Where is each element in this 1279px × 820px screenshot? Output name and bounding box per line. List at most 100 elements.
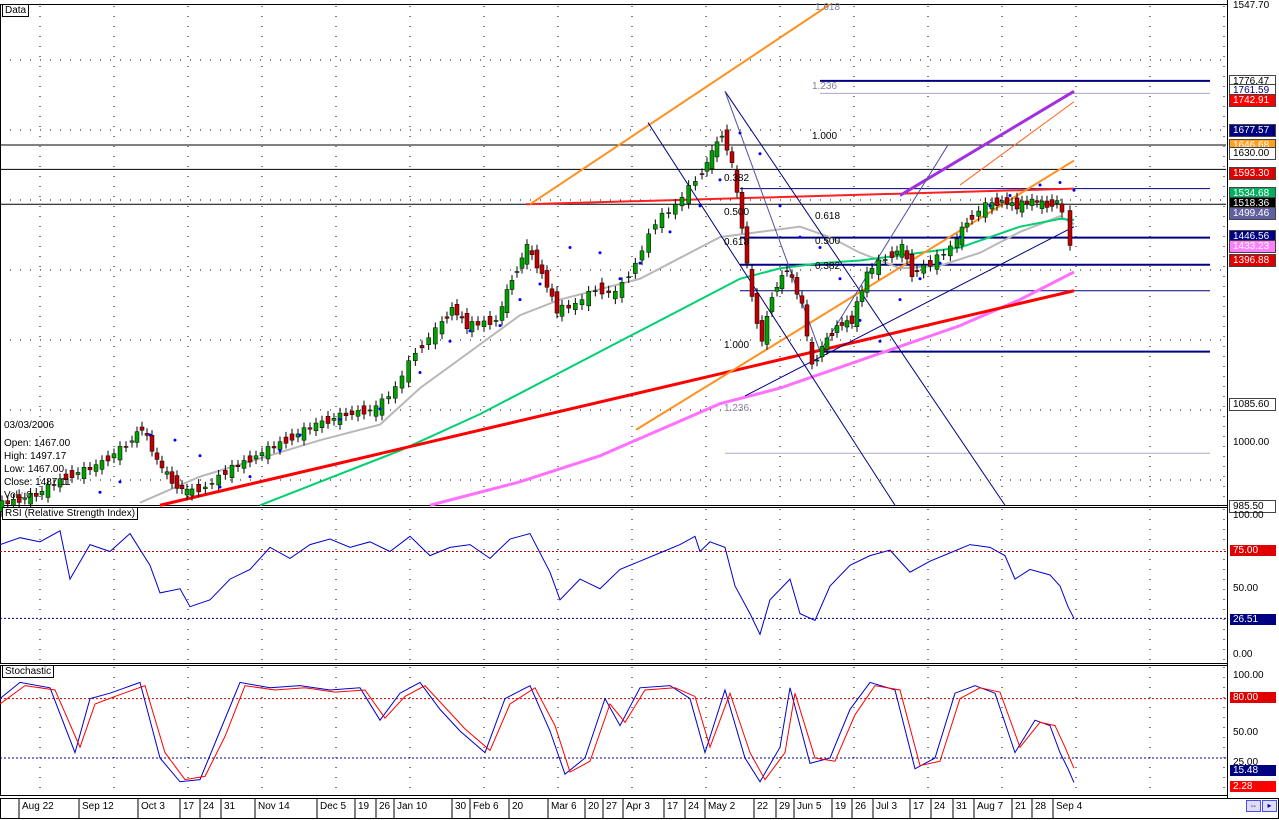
candle-body — [379, 398, 385, 416]
x-axis-label: 17 — [183, 801, 195, 812]
candle-body — [373, 405, 379, 417]
candle-body — [639, 250, 645, 261]
x-axis-label: 28 — [1035, 801, 1047, 812]
candle-body — [196, 484, 201, 493]
x-axis-label: Dec 5 — [320, 801, 347, 812]
x-axis-label: Aug 22 — [22, 801, 54, 812]
candle-body — [265, 446, 271, 460]
candle-body — [319, 420, 325, 428]
candle-body — [87, 467, 93, 471]
psar-dot — [668, 230, 672, 234]
psar-dot — [938, 261, 942, 265]
x-axis-label: 21 — [1015, 801, 1027, 812]
candle-body — [824, 337, 830, 350]
rsi-axis-label: 0.00 — [1233, 649, 1253, 660]
x-axis-label: 20 — [588, 801, 600, 812]
x-axis-label: Sep 12 — [82, 801, 114, 812]
candle-body — [514, 271, 520, 273]
psar-dot — [498, 324, 502, 328]
candle-body — [626, 276, 631, 278]
candle-body — [804, 304, 810, 337]
psar-dot — [758, 152, 762, 156]
candle-body — [554, 291, 560, 314]
candle-body — [566, 304, 571, 309]
rsi-axis-label: 100.00 — [1233, 510, 1264, 521]
candle-body — [164, 471, 170, 475]
ohlc-open: Open: 1467.00 — [4, 438, 71, 449]
candle-body — [729, 151, 735, 163]
fib-label-0: 1.618 — [815, 2, 841, 13]
candle-body — [829, 333, 835, 336]
x-axis-label: 19 — [358, 801, 370, 812]
candle-body — [969, 214, 975, 220]
candle-body — [39, 490, 45, 496]
zoom-button[interactable]: ⇔ — [1246, 800, 1261, 812]
x-axis-label: 24 — [203, 801, 215, 812]
candle-body — [149, 435, 155, 452]
candle-body — [16, 494, 22, 503]
candle-body — [439, 321, 445, 335]
candle-body — [1009, 202, 1015, 206]
x-axis-label: 17 — [913, 801, 925, 812]
candle-body — [283, 436, 289, 444]
psar-dot — [338, 417, 342, 421]
candle-body — [349, 410, 355, 415]
x-axis-label: 24 — [688, 801, 700, 812]
ohlc-close: Close: 1487.11 — [4, 477, 71, 488]
price-tag-6: 1593.30 — [1229, 167, 1276, 180]
x-axis-label: 29 — [779, 801, 791, 812]
candle-body — [779, 275, 785, 290]
psar-dot — [538, 282, 542, 286]
candle-body — [343, 412, 349, 416]
candle-body — [749, 269, 755, 297]
scroll-button[interactable]: ▸ — [1262, 800, 1277, 812]
candle-body — [606, 290, 611, 293]
stoch-axis-label: 2.28 — [1230, 781, 1276, 792]
candle-body — [444, 316, 450, 319]
candle-body — [849, 315, 855, 324]
psar-dot — [878, 339, 882, 343]
candle-body — [814, 359, 820, 362]
psar-dot — [278, 449, 282, 453]
x-axis-label: Jun 5 — [797, 801, 822, 812]
candle-body — [921, 264, 926, 274]
candle-body — [754, 293, 760, 324]
fib-label-3: 0.382 — [724, 173, 750, 184]
candle-body — [633, 262, 638, 274]
candle-body — [709, 150, 715, 169]
x-axis-label: 30 — [455, 801, 467, 812]
psar-dot — [378, 407, 382, 411]
candle-body — [393, 386, 398, 399]
fib-label-8: 0.382 — [815, 261, 841, 272]
candle-body — [529, 250, 535, 255]
psar-dot — [298, 433, 302, 437]
candle-body — [69, 470, 75, 478]
x-axis-label: Apr 3 — [626, 801, 650, 812]
candle-body — [894, 250, 900, 255]
trendline-9 — [724, 91, 821, 352]
candle-body — [406, 360, 411, 383]
candle-body — [659, 212, 665, 228]
candle-body — [386, 396, 391, 400]
candle-body — [81, 467, 87, 479]
candle-body — [724, 129, 730, 151]
candle-body — [579, 299, 585, 306]
candle-body — [433, 327, 438, 345]
psar-dot — [1008, 193, 1012, 197]
candle-body — [241, 460, 247, 469]
candle-body — [539, 264, 545, 274]
psar-dot — [1072, 188, 1076, 192]
psar-dot — [518, 298, 522, 302]
stoch-axis-label: 100.00 — [1233, 670, 1264, 681]
rsi-panel-label: RSI (Relative Strength Index) — [2, 507, 139, 520]
rsi-axis-label: 26.51 — [1230, 614, 1276, 625]
candle-body — [5, 500, 10, 505]
rsi-panel-frame — [0, 507, 1228, 664]
candle-body — [784, 270, 790, 273]
candle-body — [499, 306, 505, 321]
candle-body — [544, 270, 550, 288]
psar-dot — [248, 475, 252, 479]
x-axis-label: 24 — [934, 801, 946, 812]
candle-body — [111, 453, 117, 459]
